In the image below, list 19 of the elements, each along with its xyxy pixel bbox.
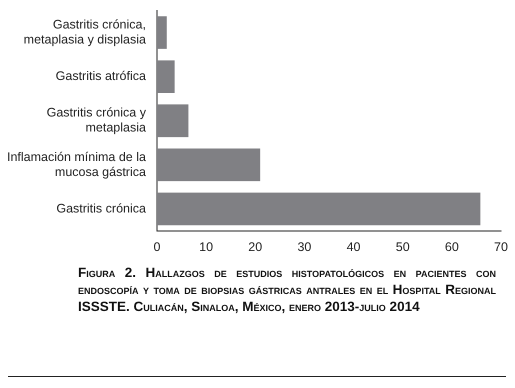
x-tick-label: 20: [248, 240, 262, 254]
y-tick-label: Gastritis crónica, metaplasia y displasia: [24, 18, 146, 47]
x-tick-label: 10: [199, 240, 214, 254]
y-tick-label: Inflamación mínima de la mucosa gástrica: [7, 150, 146, 179]
x-tick-label: 30: [297, 240, 312, 254]
bar: [156, 192, 480, 226]
bar: [156, 104, 188, 138]
y-tick-label: Gastritis crónica: [56, 201, 146, 216]
bar: [156, 60, 175, 93]
x-tick-label: 50: [396, 240, 410, 254]
bar: [156, 148, 260, 182]
y-tick-label: Gastritis crónica y metaplasia: [46, 106, 147, 135]
bar: [156, 16, 167, 49]
x-tick-label: 60: [444, 240, 459, 254]
x-tick-label: 70: [494, 240, 508, 254]
y-tick-label: Gastritis atrófica: [56, 69, 146, 84]
x-tick-label: 0: [153, 240, 160, 254]
text: Figura 2. Hallazgos de estudios histopatológicos en pacientes con endoscopía y toma de biopsias gástricas antrales en el Hospital Regional ISSSTE. Culiacán, Sinaloa, México, enero 2013-julio 2014: [78, 264, 496, 315]
x-tick-label: 40: [346, 240, 361, 254]
